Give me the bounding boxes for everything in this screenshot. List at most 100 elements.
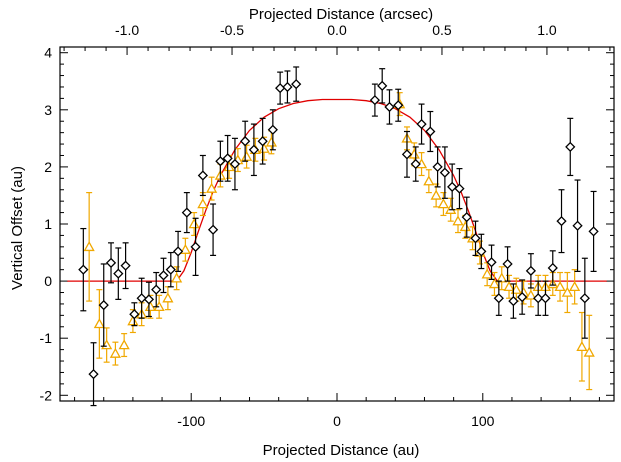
triangle-marker xyxy=(265,136,277,147)
y-axis-title: Vertical Offset (au) xyxy=(9,166,26,290)
data-point xyxy=(547,250,558,286)
diamond-marker xyxy=(486,257,497,268)
data-point xyxy=(508,283,519,319)
x-axis-title: Projected Distance (au) xyxy=(263,442,420,459)
diamond-marker xyxy=(151,284,162,295)
diamond-marker xyxy=(401,149,413,160)
diamond-marker xyxy=(470,233,481,244)
data-point xyxy=(556,189,567,254)
data-point xyxy=(240,120,251,162)
data-point xyxy=(188,211,200,237)
diamond-marker xyxy=(222,153,233,164)
data-point xyxy=(118,333,130,358)
data-point xyxy=(172,230,184,272)
diamond-marker xyxy=(143,294,155,305)
data-point xyxy=(561,271,573,314)
data-point xyxy=(410,146,421,182)
diamond-marker xyxy=(282,81,293,93)
orange-series-group xyxy=(83,92,595,391)
diamond-marker xyxy=(572,220,583,231)
data-point xyxy=(136,277,147,319)
triangle-marker xyxy=(583,346,595,357)
diamond-marker xyxy=(377,80,388,91)
diamond-marker xyxy=(215,156,226,167)
data-point xyxy=(162,286,174,311)
diamond-marker xyxy=(533,293,544,304)
data-point xyxy=(291,66,302,102)
data-point xyxy=(432,146,443,188)
data-point xyxy=(576,311,588,382)
triangle-marker xyxy=(452,215,464,226)
diamond-marker xyxy=(439,167,451,178)
diamond-marker xyxy=(476,246,487,257)
data-point xyxy=(151,271,162,308)
x-axis-top-title: Projected Distance (arcsec) xyxy=(249,6,433,23)
data-point xyxy=(554,271,566,302)
data-point xyxy=(257,117,268,165)
diamond-marker xyxy=(129,309,140,320)
model-curve-group xyxy=(67,98,607,282)
data-point xyxy=(583,314,595,391)
diamond-marker xyxy=(579,293,590,304)
diamond-marker xyxy=(267,124,278,135)
data-point xyxy=(517,279,528,315)
data-point xyxy=(120,242,131,290)
data-point xyxy=(496,266,508,291)
data-point xyxy=(454,168,465,210)
data-point xyxy=(248,123,260,177)
data-point xyxy=(377,68,388,104)
y-tick-label: 1 xyxy=(44,216,52,232)
data-point xyxy=(158,257,169,294)
data-point xyxy=(461,196,472,238)
data-point xyxy=(229,137,241,191)
data-point xyxy=(129,302,140,327)
triangle-marker xyxy=(503,280,515,292)
data-point xyxy=(452,209,464,234)
data-point xyxy=(207,203,219,257)
diamond-marker xyxy=(136,293,147,304)
data-point xyxy=(565,117,576,177)
data-point xyxy=(533,280,544,316)
x-top-tick-label: 1.0 xyxy=(537,22,557,38)
triangle-marker xyxy=(408,148,420,159)
data-point xyxy=(588,190,599,272)
triangle-marker xyxy=(171,272,183,283)
triangle-marker xyxy=(488,278,501,289)
diamond-marker xyxy=(454,183,465,194)
triangle-marker xyxy=(197,198,209,209)
y-tick-label: -1 xyxy=(40,330,53,346)
diamond-marker xyxy=(508,295,519,307)
data-point xyxy=(88,342,99,407)
diamond-marker xyxy=(588,226,599,237)
black-series-group xyxy=(78,66,599,407)
data-point xyxy=(78,227,89,312)
diamond-marker xyxy=(207,224,219,235)
data-point xyxy=(502,246,513,282)
data-point xyxy=(525,253,537,289)
diamond-marker xyxy=(181,207,192,218)
diamond-marker xyxy=(275,82,286,94)
diamond-marker xyxy=(78,264,89,275)
triangle-marker xyxy=(554,280,566,292)
x-top-tick-label: 0.0 xyxy=(327,22,347,38)
x-tick-label: 0 xyxy=(333,413,341,429)
diamond-marker xyxy=(248,144,260,155)
data-point xyxy=(439,146,451,199)
data-point xyxy=(215,140,226,182)
data-point xyxy=(540,280,551,316)
x-tick-label: 100 xyxy=(471,413,495,429)
triangle-marker xyxy=(258,142,270,153)
triangle-marker xyxy=(569,280,581,292)
x-axis-bottom: -100 0 100 xyxy=(74,393,600,429)
triangle-marker xyxy=(93,318,105,329)
data-point xyxy=(384,89,395,125)
triangle-marker xyxy=(109,347,122,358)
diamond-marker xyxy=(229,158,241,170)
data-point xyxy=(488,271,501,296)
triangle-marker xyxy=(188,218,200,229)
data-point xyxy=(83,191,95,302)
diamond-marker xyxy=(461,212,472,223)
data-point xyxy=(143,281,155,318)
x-top-tick-label: 0.5 xyxy=(432,22,452,38)
